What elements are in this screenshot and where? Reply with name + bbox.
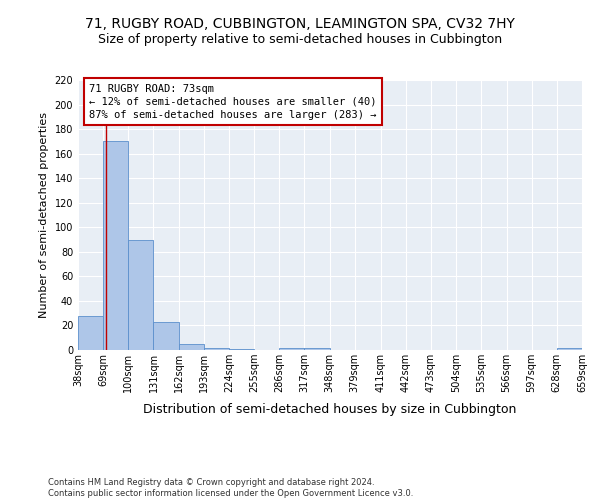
X-axis label: Distribution of semi-detached houses by size in Cubbington: Distribution of semi-detached houses by … <box>143 404 517 416</box>
Text: Size of property relative to semi-detached houses in Cubbington: Size of property relative to semi-detach… <box>98 32 502 46</box>
Bar <box>154 322 179 350</box>
Bar <box>229 349 254 350</box>
Bar <box>304 348 329 350</box>
Bar <box>78 316 103 350</box>
Y-axis label: Number of semi-detached properties: Number of semi-detached properties <box>39 112 49 318</box>
Bar <box>128 240 154 350</box>
Bar <box>204 348 229 350</box>
Bar <box>103 142 128 350</box>
Bar <box>179 344 204 350</box>
Text: 71 RUGBY ROAD: 73sqm
← 12% of semi-detached houses are smaller (40)
87% of semi-: 71 RUGBY ROAD: 73sqm ← 12% of semi-detac… <box>89 84 377 120</box>
Text: Contains HM Land Registry data © Crown copyright and database right 2024.
Contai: Contains HM Land Registry data © Crown c… <box>48 478 413 498</box>
Bar <box>557 348 582 350</box>
Bar <box>279 348 304 350</box>
Text: 71, RUGBY ROAD, CUBBINGTON, LEAMINGTON SPA, CV32 7HY: 71, RUGBY ROAD, CUBBINGTON, LEAMINGTON S… <box>85 18 515 32</box>
